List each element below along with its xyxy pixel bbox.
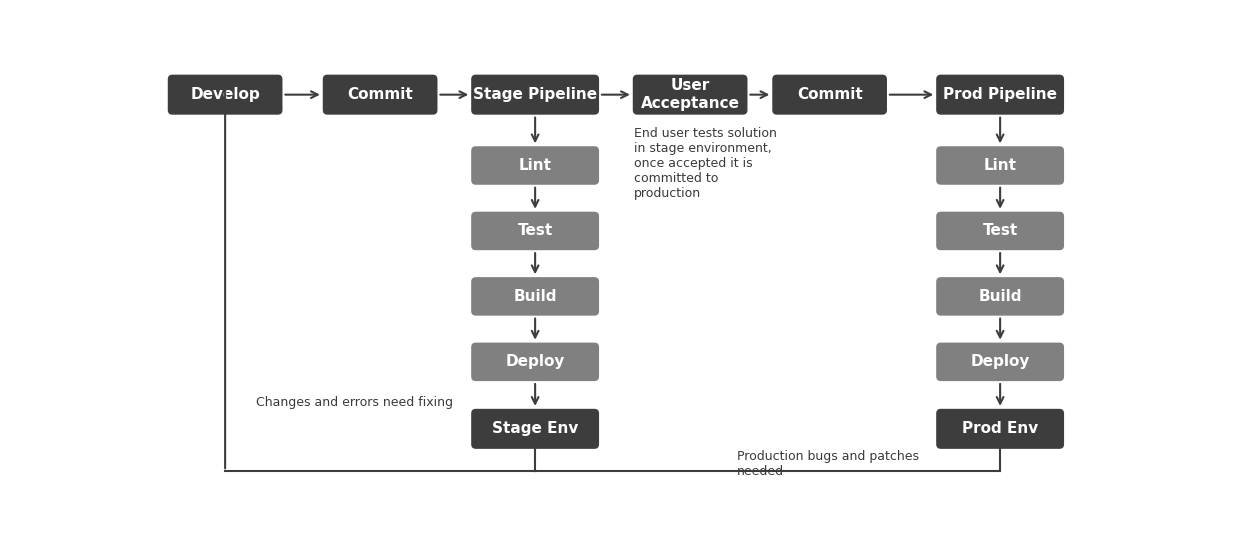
FancyBboxPatch shape [471, 146, 599, 185]
FancyBboxPatch shape [936, 146, 1064, 185]
FancyBboxPatch shape [471, 277, 599, 316]
Text: Deploy: Deploy [971, 354, 1029, 370]
Text: Deploy: Deploy [506, 354, 564, 370]
Text: Changes and errors need fixing: Changes and errors need fixing [256, 396, 454, 409]
FancyBboxPatch shape [936, 211, 1064, 250]
FancyBboxPatch shape [772, 75, 888, 114]
FancyBboxPatch shape [936, 75, 1064, 114]
Text: Build: Build [978, 289, 1022, 304]
Text: Prod Pipeline: Prod Pipeline [943, 87, 1057, 102]
FancyBboxPatch shape [323, 75, 438, 114]
FancyBboxPatch shape [471, 75, 599, 114]
Text: Commit: Commit [347, 87, 413, 102]
FancyBboxPatch shape [936, 343, 1064, 381]
FancyBboxPatch shape [471, 409, 599, 449]
FancyBboxPatch shape [168, 75, 282, 114]
Text: Test: Test [982, 223, 1018, 239]
FancyBboxPatch shape [633, 75, 747, 114]
FancyBboxPatch shape [936, 409, 1064, 449]
FancyBboxPatch shape [471, 343, 599, 381]
Text: Develop: Develop [190, 87, 260, 102]
Text: Commit: Commit [797, 87, 863, 102]
Text: Production bugs and patches
needed: Production bugs and patches needed [737, 450, 919, 479]
Text: Test: Test [517, 223, 553, 239]
FancyBboxPatch shape [471, 211, 599, 250]
Text: Stage Pipeline: Stage Pipeline [474, 87, 597, 102]
Text: User
Acceptance: User Acceptance [640, 78, 740, 111]
Text: End user tests solution
in stage environment,
once accepted it is
committed to
p: End user tests solution in stage environ… [634, 127, 777, 200]
Text: Prod Env: Prod Env [962, 421, 1038, 437]
Text: Stage Env: Stage Env [492, 421, 578, 437]
Text: Build: Build [513, 289, 557, 304]
FancyBboxPatch shape [936, 277, 1064, 316]
Text: Lint: Lint [518, 158, 552, 173]
Text: Lint: Lint [983, 158, 1017, 173]
